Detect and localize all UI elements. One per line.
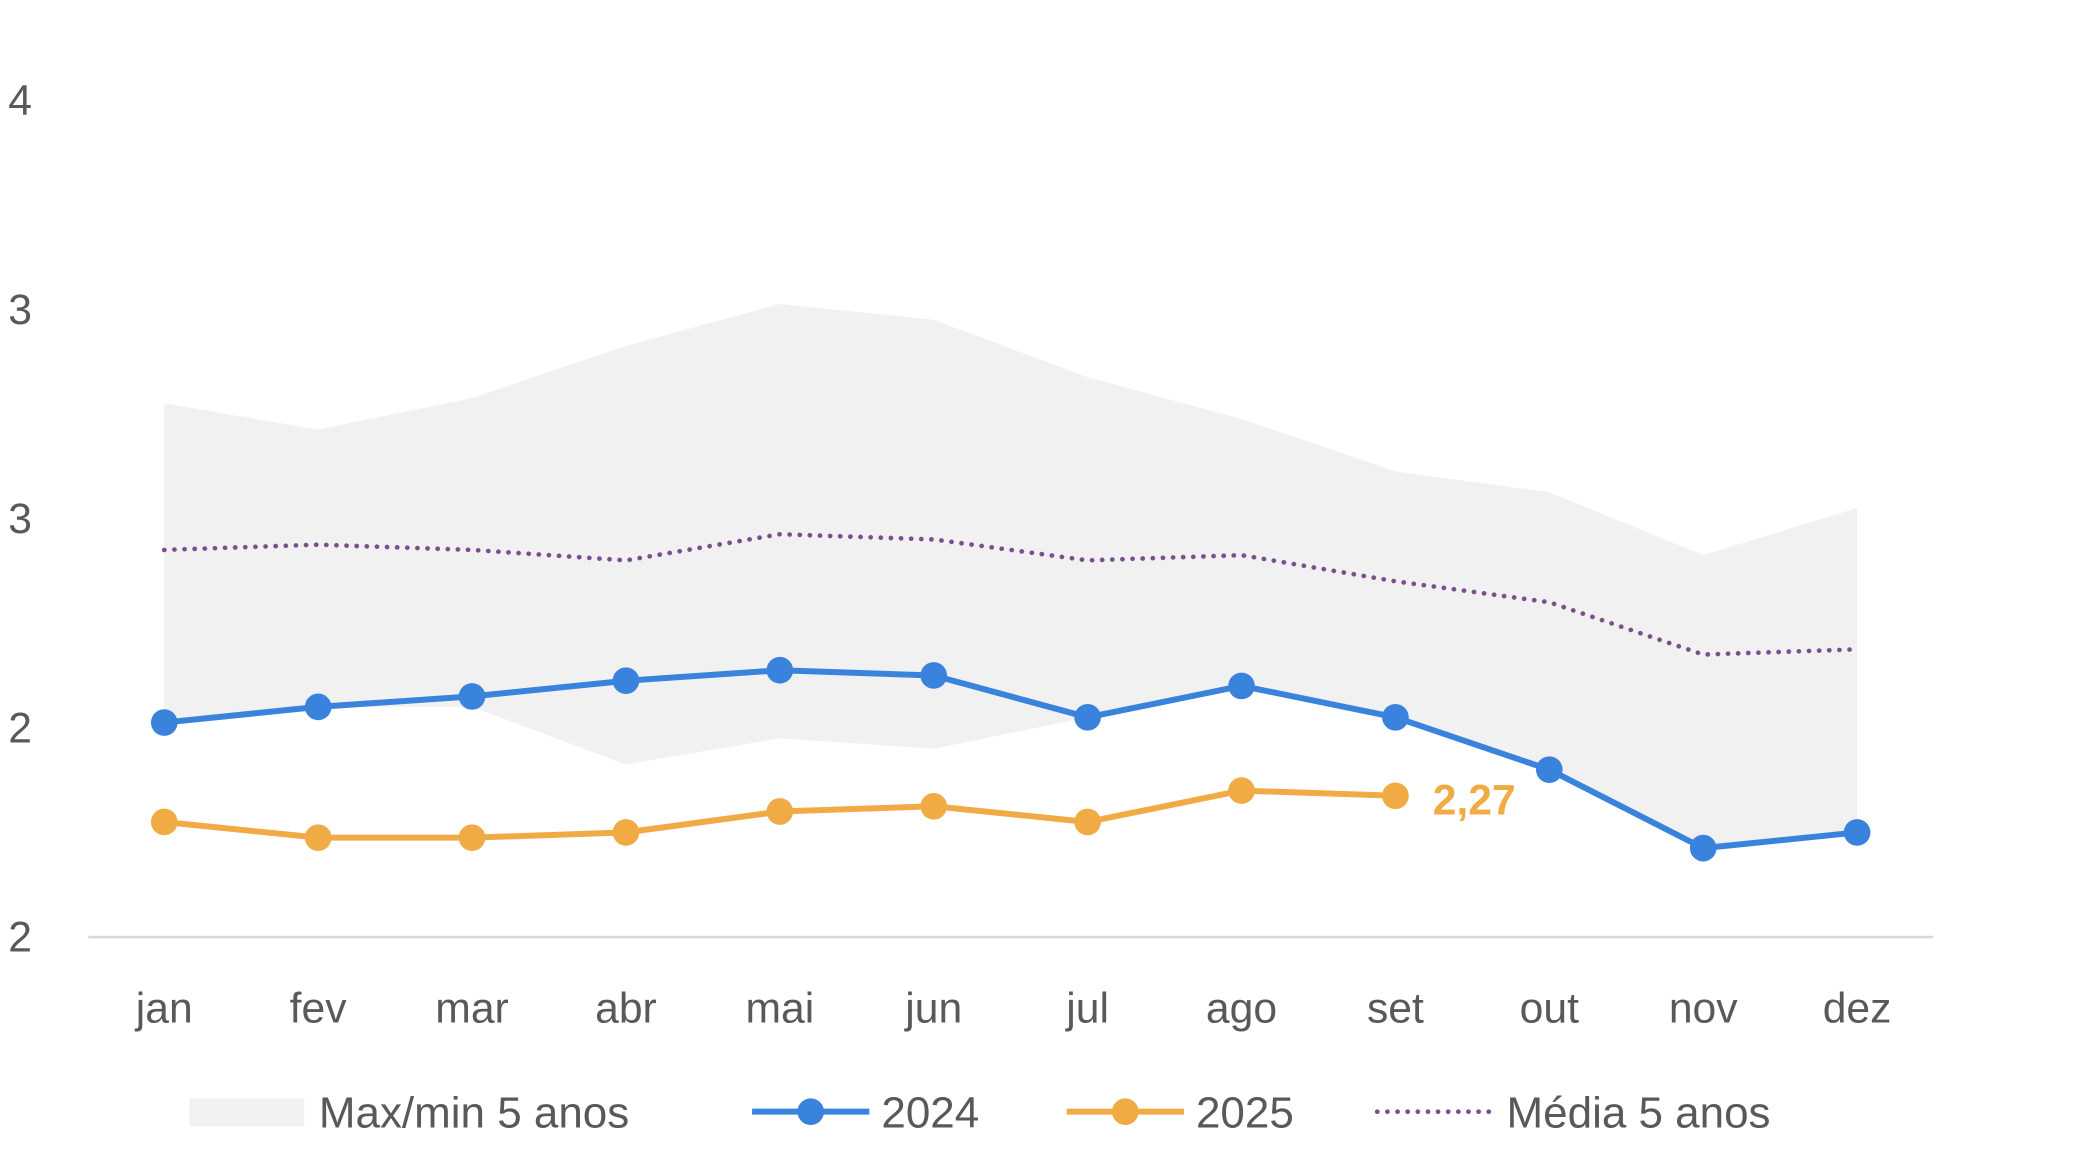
data-point-2025 <box>150 808 178 836</box>
legend-marker <box>797 1098 825 1126</box>
data-point-2024 <box>458 683 486 710</box>
x-tick-label: ago <box>1206 984 1277 1032</box>
x-tick-label: dez <box>1823 984 1892 1032</box>
max-min-band <box>164 304 1858 849</box>
data-point-2025 <box>1382 782 1409 810</box>
data-point-2025 <box>920 792 948 820</box>
data-point-2024 <box>1689 834 1717 862</box>
x-tick-label: fev <box>290 984 348 1032</box>
x-tick-label: abr <box>595 984 657 1032</box>
x-tick-label: nov <box>1669 984 1738 1032</box>
x-tick-label: mar <box>435 984 508 1032</box>
data-point-2024 <box>150 709 178 736</box>
legend-label: 2024 <box>881 1089 979 1138</box>
x-tick-label: jun <box>903 984 962 1032</box>
legend: Max/min 5 anos 2024 2025 Média 5 anos <box>189 1089 1771 1138</box>
data-point-2024 <box>920 662 948 689</box>
data-point-2025 <box>1228 777 1255 804</box>
data-label: 2,27 <box>1433 776 1516 824</box>
x-tick-label: out <box>1520 984 1579 1032</box>
data-point-2024 <box>1074 703 1101 731</box>
data-point-2025 <box>458 824 486 851</box>
data-point-2024 <box>1382 703 1409 731</box>
x-tick-label: jan <box>134 984 193 1032</box>
data-point-2024 <box>1843 819 1871 846</box>
data-point-2025 <box>304 824 332 851</box>
legend-swatch-band <box>189 1098 305 1127</box>
data-point-2025 <box>1074 808 1101 836</box>
x-tick-label: set <box>1367 984 1424 1032</box>
x-tick-label: jul <box>1064 984 1109 1032</box>
y-tick-label: 4 <box>8 77 32 125</box>
data-point-2024 <box>304 693 332 721</box>
legend-label: Max/min 5 anos <box>319 1089 629 1138</box>
x-tick-label: mai <box>745 984 814 1032</box>
legend-label: Média 5 anos <box>1507 1089 1771 1138</box>
y-tick-label: 3 <box>8 286 32 334</box>
data-point-2025 <box>766 798 794 825</box>
data-point-2024 <box>1228 672 1255 700</box>
legend-marker <box>1111 1098 1139 1126</box>
legend-label: 2025 <box>1196 1089 1294 1138</box>
series-line-média-5-anos <box>161 531 1860 657</box>
data-point-2024 <box>612 667 640 695</box>
data-point-2025 <box>612 819 640 846</box>
y-tick-label: 2 <box>8 914 32 962</box>
data-point-2024 <box>766 656 794 684</box>
series-line-2024 <box>163 667 1858 852</box>
data-point-2024 <box>1535 756 1563 783</box>
y-tick-label: 2 <box>8 704 32 752</box>
y-tick-label: 3 <box>8 495 32 543</box>
